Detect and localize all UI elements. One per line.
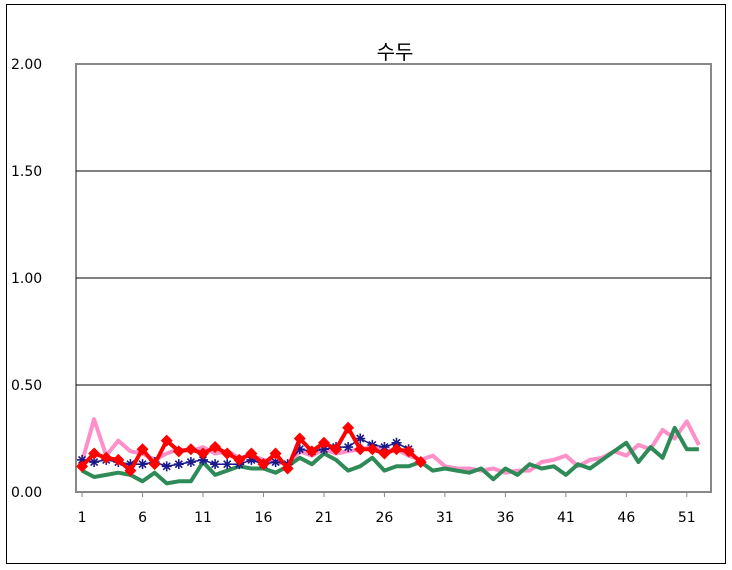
data-point [125,459,136,470]
data-point [305,445,318,458]
x-tick-label: 51 [678,510,696,526]
y-axis: 0.00 0.50 1.00 1.50 2.00 [11,57,42,501]
data-point [137,459,148,470]
series-line [81,425,699,486]
data-point [77,454,88,465]
data-point [89,457,100,468]
x-tick-label: 16 [255,510,273,526]
series-2 [81,425,700,486]
data-point [209,441,222,454]
data-point [88,447,101,460]
chart-title: 수두 [377,40,414,64]
x-tick-label: 26 [376,510,394,526]
data-point [173,459,184,470]
line-chart: 수두 0.000.501.001.502.00 1 6 11 16 21 26 31 36 41… [11,40,712,526]
data-point [317,436,330,449]
data-point [210,459,221,470]
data-point [160,434,173,447]
data-point [293,432,306,445]
data-point [379,442,390,453]
x-tick-label: 1 [78,510,87,526]
series-line [81,437,409,468]
x-tick-label: 11 [194,510,212,526]
data-point [136,443,149,456]
data-point [76,460,89,473]
data-point [197,447,209,460]
data-point [378,447,391,460]
data-point [414,456,427,469]
y-tick-label: 0.00 [11,485,42,501]
x-tick-label: 41 [557,510,575,526]
data-point [185,457,196,468]
series-4 [76,421,427,477]
data-point [172,445,185,458]
data-point [246,454,257,465]
data-point [233,453,246,466]
series-layer [76,417,701,486]
data-point [342,421,355,434]
data-point [270,457,281,468]
y-tick-label: 2.00 [11,57,42,73]
x-tick-label: 36 [496,510,514,526]
data-point [221,447,234,460]
data-point [343,442,354,453]
data-point [355,433,366,444]
x-tick-label: 21 [315,510,333,526]
data-point [161,461,172,472]
data-point [100,451,113,464]
data-point [269,447,282,460]
data-point [124,464,137,477]
data-point [402,445,415,458]
x-tick-label: 31 [436,510,454,526]
gridlines [76,170,711,386]
x-axis: 1 6 11 16 21 26 31 36 41 46 51 [78,492,696,526]
data-point [390,443,403,456]
chart-frame: 수두 0.00 0.50 1.00 1.50 2.00 1 6 11 16 21 26 31 36 41… [6,4,726,564]
data-point [391,437,402,448]
data-point [354,443,367,456]
data-point [184,443,197,456]
y-tick-label: 1.50 [11,164,42,180]
data-point [222,459,233,470]
y-tick-label: 1.00 [11,271,42,287]
data-point [198,454,208,465]
data-point [294,444,305,455]
y-tick-label: 0.50 [11,378,42,394]
data-point [281,462,294,475]
data-point [257,458,270,471]
data-point [330,443,343,456]
x-tick-label: 6 [138,510,147,526]
data-point [318,444,329,455]
x-tick-label: 46 [617,510,635,526]
data-point [245,447,258,460]
data-point [148,458,161,471]
data-point [366,443,379,456]
data-point [112,453,125,466]
